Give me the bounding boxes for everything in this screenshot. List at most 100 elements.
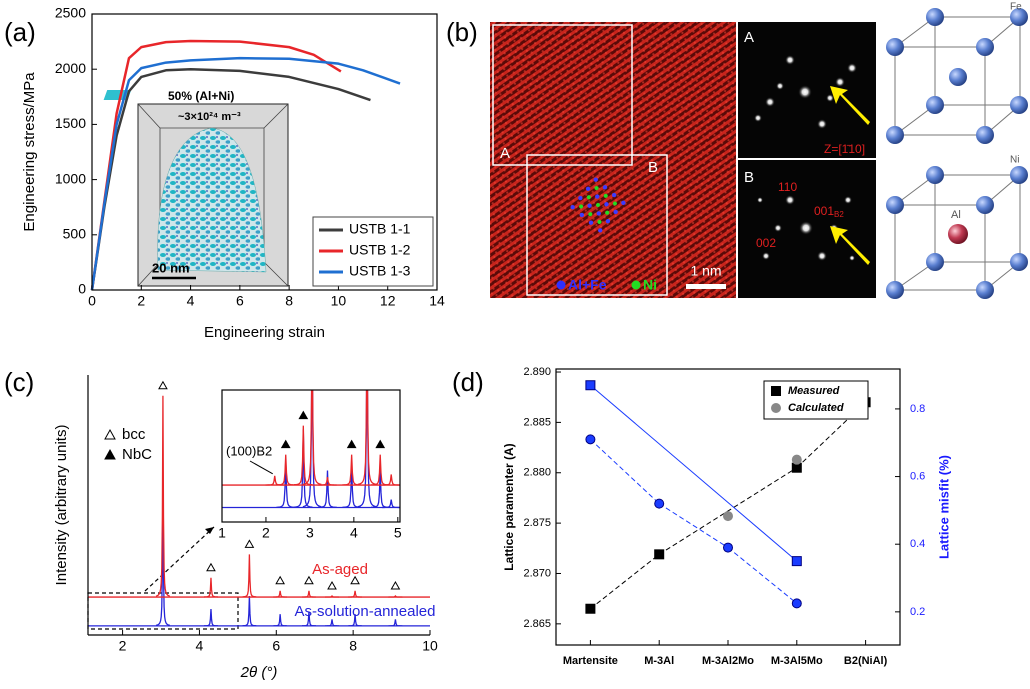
- phase-marker: [375, 439, 386, 449]
- hrtem-image: [490, 22, 736, 298]
- phase-marker: [346, 439, 357, 449]
- x-tick-label: B2(NiAl): [844, 655, 888, 667]
- x-axis-label: Engineering strain: [204, 324, 325, 341]
- y-tick-label: 2500: [55, 5, 86, 21]
- atom-label: Al: [951, 209, 961, 221]
- peak: [302, 390, 322, 508]
- annotation: (100)B2: [226, 443, 272, 458]
- phase-marker: [350, 575, 360, 585]
- peak: [370, 470, 390, 508]
- x-tick-label: 10: [422, 638, 438, 654]
- x-tick-label: 2: [262, 525, 270, 541]
- trend-line: [590, 553, 660, 610]
- series-label: As-solution-annealed: [295, 603, 436, 620]
- x-tick-label: 8: [349, 638, 357, 654]
- spot-base: 001: [814, 204, 834, 218]
- spot-label: 002: [756, 236, 776, 250]
- panel-label: (c): [4, 367, 34, 397]
- panel-label: (d): [452, 367, 484, 397]
- peak: [348, 590, 362, 598]
- y-tick-label: 500: [63, 226, 87, 242]
- y-tick-label: 1000: [55, 170, 86, 186]
- data-point: [585, 380, 596, 391]
- peak: [381, 474, 400, 486]
- peak: [342, 454, 361, 486]
- x-tick-label: 12: [380, 293, 396, 309]
- fft-label: B: [744, 169, 754, 186]
- spot-label: 110: [778, 180, 797, 194]
- peak: [302, 590, 316, 598]
- x-tick-label: M-3Al2Mo: [702, 655, 754, 667]
- y-tick-label: 2.890: [523, 366, 551, 378]
- x-tick-label: 10: [331, 293, 347, 309]
- x-tick-label: 4: [196, 638, 204, 654]
- atom-label: Ni: [1010, 155, 1019, 166]
- x-tick-label: 2: [137, 293, 145, 309]
- peak: [155, 395, 171, 597]
- y-tick-label: 2.880: [523, 467, 551, 479]
- x-tick-label: 3: [306, 525, 314, 541]
- fft-images: [738, 22, 876, 298]
- y-tick-label: 2000: [55, 60, 86, 76]
- annotation-arrow: [249, 460, 273, 475]
- y2-tick-label: 0.8: [910, 403, 925, 415]
- box-label: A: [500, 145, 510, 162]
- trend-line: [590, 438, 660, 504]
- fft-label: A: [744, 29, 754, 46]
- trend-line: [658, 467, 798, 555]
- data-point: [791, 598, 802, 609]
- zone-axis: Z=[1̄10]: [824, 142, 865, 156]
- phase-marker: [390, 580, 401, 590]
- peak: [388, 595, 403, 598]
- legend-marker: [104, 428, 116, 440]
- peak: [325, 595, 339, 598]
- phase-marker: [327, 580, 337, 590]
- x-tick-label: Martensite: [563, 655, 618, 667]
- y-tick-label: 0: [78, 281, 86, 297]
- panel-label: (a): [4, 17, 36, 47]
- peak: [342, 465, 361, 508]
- legend-label: USTB 1-3: [349, 263, 411, 279]
- peak: [242, 554, 257, 598]
- data-point: [791, 556, 802, 567]
- trend-line: [590, 384, 798, 562]
- peak: [242, 595, 257, 627]
- legend-box: [763, 380, 869, 420]
- phase-marker: [244, 539, 255, 548]
- series-label: As-aged: [312, 561, 368, 578]
- spectra: [222, 390, 400, 509]
- legend-marker: [104, 448, 116, 460]
- phase-marker: [304, 575, 314, 585]
- spectra: [88, 395, 430, 627]
- y2-axis-label: Lattice misfit (%): [936, 455, 951, 559]
- data-point: [723, 542, 733, 553]
- legend-label: Calculated: [788, 402, 844, 414]
- peak: [204, 608, 218, 627]
- crystal-cells: [886, 8, 1028, 299]
- trend-line: [658, 503, 729, 549]
- legend-label: USTB 1-1: [349, 221, 411, 237]
- phase-marker: [206, 562, 216, 572]
- data-point: [585, 603, 596, 614]
- y-axis-label: Lattice paramenter (A): [502, 443, 516, 570]
- phase-marker: [158, 380, 168, 390]
- annotation: ~3×10²⁴ m⁻³: [178, 111, 241, 123]
- data-point: [791, 454, 802, 465]
- y-tick-label: 2.865: [523, 618, 551, 630]
- legend-label: Al+Fe: [568, 277, 607, 293]
- x-tick-label: 5: [394, 525, 402, 541]
- x-tick-label: M-3Al: [644, 655, 674, 667]
- stress-curve: [90, 67, 371, 291]
- plot-frame: [221, 389, 401, 523]
- scale-bar-label: 1 nm: [690, 263, 721, 279]
- y-tick-label: 2.885: [523, 416, 551, 428]
- legend-label: bcc: [122, 426, 146, 443]
- legend-label: Measured: [788, 385, 840, 397]
- phase-marker: [275, 575, 285, 585]
- peak: [273, 590, 288, 598]
- peak: [276, 454, 295, 486]
- x-tick-label: 4: [187, 293, 195, 309]
- plot-frame: [91, 13, 438, 291]
- peak: [388, 619, 403, 627]
